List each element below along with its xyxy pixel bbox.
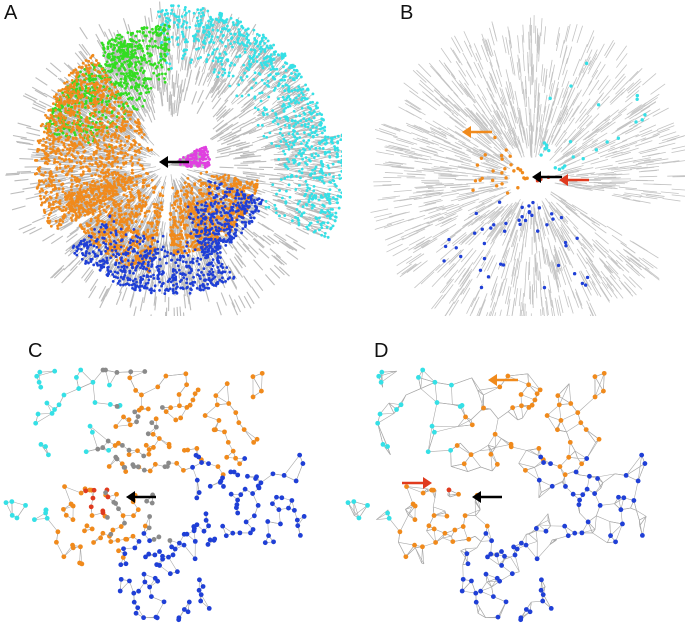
panel-label-b: B: [400, 2, 414, 24]
arrow-black-b: [532, 171, 562, 183]
arrow-black-a: [159, 156, 189, 168]
graph-c-nodes: [3, 367, 307, 623]
panel-label-d: D: [374, 340, 389, 362]
panel-d: D: [342, 330, 685, 633]
panel-c: C: [0, 330, 342, 633]
arrow-black-d: [472, 491, 502, 503]
network-graph-d: [345, 367, 648, 623]
graph-d-nodes: [345, 367, 648, 623]
radial-tree-b: [370, 15, 685, 316]
arrow-red-b: [559, 174, 589, 186]
panel-b: B: [342, 0, 685, 316]
arrow-orange-d: [488, 374, 518, 386]
network-graph-c: [3, 367, 307, 623]
arrow-black-c: [126, 491, 156, 503]
radial-tree-a: [5, 1, 342, 316]
gray-fan-background: [370, 15, 685, 316]
arrow-red-d: [402, 477, 432, 489]
panel-label-c: C: [28, 340, 43, 362]
tree-a-nodes: [33, 4, 342, 295]
graph-c-edges: [5, 369, 305, 620]
graph-d-edges: [347, 369, 647, 620]
panel-label-a: A: [4, 2, 18, 24]
panel-a: A: [0, 0, 342, 316]
arrow-orange-b: [462, 126, 492, 138]
